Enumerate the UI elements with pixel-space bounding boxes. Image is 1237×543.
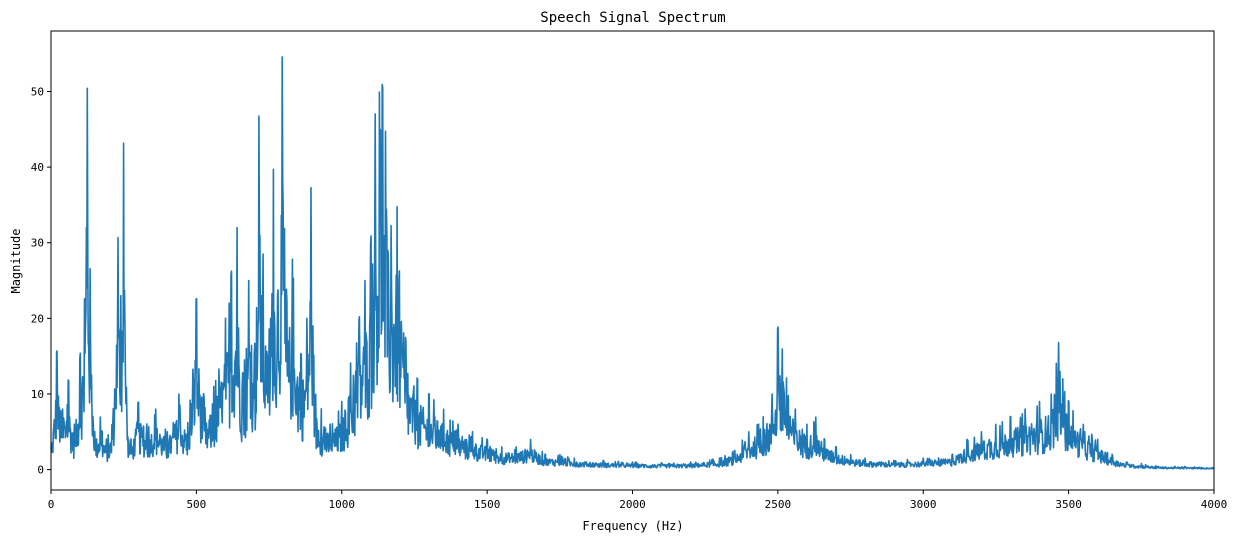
y-tick-label: 0 bbox=[37, 464, 44, 477]
x-tick-label: 3500 bbox=[1055, 498, 1082, 511]
y-tick-label: 40 bbox=[31, 161, 44, 174]
y-tick-label: 50 bbox=[31, 85, 44, 98]
x-tick-label: 1000 bbox=[329, 498, 356, 511]
y-tick-label: 20 bbox=[31, 312, 44, 325]
x-tick-label: 500 bbox=[186, 498, 206, 511]
spectrum-line bbox=[50, 56, 1215, 470]
x-axis-ticks: 0 500 1000 1500 2000 2500 3000 3500 4000 bbox=[48, 490, 1228, 511]
x-axis-label: Frequency (Hz) bbox=[582, 519, 683, 533]
y-tick-label: 10 bbox=[31, 388, 44, 401]
chart-title: Speech Signal Spectrum bbox=[540, 10, 725, 26]
plot-area bbox=[50, 53, 1215, 470]
plot-frame bbox=[50, 30, 1215, 491]
x-tick-label: 0 bbox=[48, 498, 55, 511]
x-tick-label: 2000 bbox=[619, 498, 646, 511]
x-tick-label: 3000 bbox=[910, 498, 937, 511]
x-tick-label: 4000 bbox=[1201, 498, 1228, 511]
y-axis-ticks: 0 10 20 30 40 50 bbox=[31, 85, 51, 477]
y-tick-label: 30 bbox=[31, 237, 44, 250]
y-axis-label: Magnitude bbox=[9, 228, 23, 293]
x-tick-label: 1500 bbox=[474, 498, 501, 511]
x-tick-label: 2500 bbox=[765, 498, 792, 511]
